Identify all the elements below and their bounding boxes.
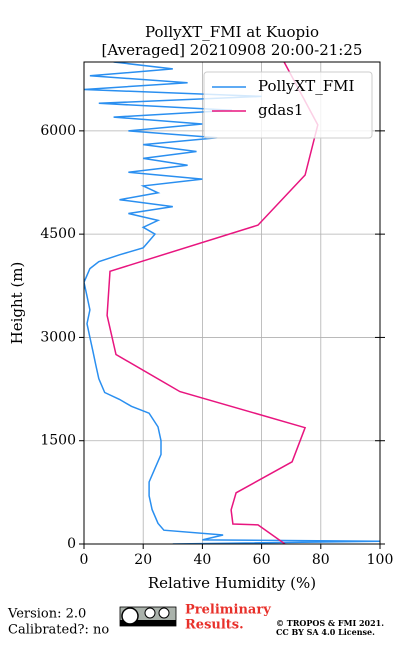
cc-license-icon: [119, 606, 177, 627]
plot-area: [84, 62, 380, 544]
y-axis-label: Height (m): [8, 262, 26, 345]
y-tick-label: 6000: [40, 123, 76, 139]
legend-label: gdas1: [258, 101, 303, 119]
chart-subtitle: [Averaged] 20210908 20:00-21:25: [102, 41, 363, 59]
legend: PollyXT_FMI gdas1: [203, 71, 373, 139]
preliminary-label: Preliminary: [185, 603, 271, 618]
y-tick-label: 3000: [40, 329, 76, 345]
license: CC BY SA 4.0 License.: [276, 627, 375, 637]
y-tick-label: 0: [67, 536, 76, 552]
calibrated: Calibrated?: no: [8, 623, 109, 638]
data-line: [84, 62, 380, 544]
chart-title: PollyXT_FMI at Kuopio: [145, 23, 319, 41]
y-tick-label: 4500: [40, 226, 76, 242]
data-line: [106, 62, 319, 544]
plot-frame: [83, 61, 381, 545]
x-tick-label: 100: [367, 552, 394, 568]
x-axis-label: Relative Humidity (%): [148, 574, 316, 592]
x-tick-label: 60: [253, 552, 271, 568]
legend-label: PollyXT_FMI: [258, 77, 355, 95]
x-tick-label: 0: [80, 552, 89, 568]
x-tick-label: 40: [193, 552, 211, 568]
license: © TROPOS & FMI 2021.: [276, 618, 384, 628]
x-tick-label: 20: [134, 552, 152, 568]
legend-box: [203, 71, 373, 139]
version: Version: 2.0: [7, 607, 86, 622]
preliminary-label: Results.: [185, 618, 244, 633]
y-tick-label: 1500: [40, 433, 76, 449]
x-tick-label: 80: [312, 552, 330, 568]
